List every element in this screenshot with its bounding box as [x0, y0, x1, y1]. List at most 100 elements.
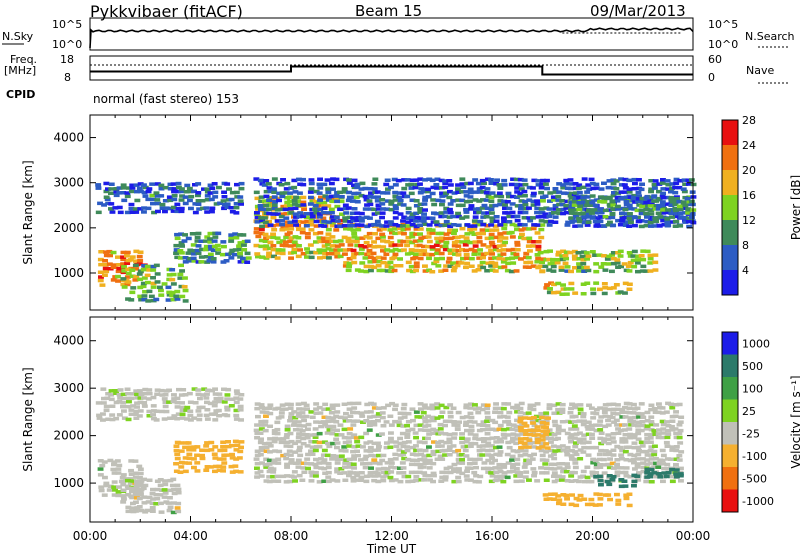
- power-cell: [226, 187, 232, 191]
- velocity-cell: [497, 406, 504, 411]
- velocity-cell: [631, 461, 637, 465]
- velocity-cell: [288, 439, 295, 444]
- velocity-cell: [124, 484, 131, 489]
- power-cell: [341, 235, 348, 240]
- colorbar-tick-label: -1000: [742, 495, 774, 508]
- velocity-cell: [417, 428, 424, 432]
- power-cell: [425, 189, 431, 194]
- velocity-cell: [103, 408, 110, 413]
- velocity-cell: [664, 467, 671, 471]
- velocity-cell: [146, 391, 153, 396]
- power-cell: [523, 260, 530, 265]
- velocity-cell: [589, 432, 595, 437]
- velocity-cell: [158, 388, 165, 393]
- velocity-cell: [337, 423, 344, 427]
- power-cell: [609, 199, 616, 204]
- power-cell: [652, 179, 659, 183]
- velocity-cell: [560, 502, 567, 506]
- power-cell: [279, 243, 286, 247]
- power-cell: [514, 227, 520, 232]
- velocity-cell: [301, 470, 308, 474]
- velocity-cell: [115, 490, 122, 494]
- velocity-cell: [543, 421, 550, 426]
- velocity-cell: [142, 387, 149, 392]
- velocity-cell: [334, 461, 341, 465]
- power-cell: [397, 202, 403, 206]
- velocity-cell: [459, 415, 466, 420]
- power-cell: [443, 232, 450, 236]
- velocity-cell: [530, 445, 537, 449]
- velocity-cell: [280, 453, 287, 458]
- power-cell: [178, 241, 185, 245]
- power-cell: [316, 191, 323, 195]
- power-cell: [568, 281, 575, 286]
- power-cell: [688, 178, 695, 182]
- velocity-cell: [493, 402, 499, 406]
- power-cell: [313, 211, 320, 215]
- power-cell: [538, 190, 545, 195]
- power-cell: [363, 264, 370, 269]
- power-cell: [287, 220, 294, 225]
- velocity-cell: [169, 483, 176, 488]
- velocity-cell: [385, 403, 391, 408]
- power-cell: [425, 235, 432, 239]
- power-cell: [359, 181, 366, 186]
- velocity-cell: [162, 393, 169, 397]
- power-cell: [159, 202, 166, 207]
- velocity-cell: [380, 475, 387, 479]
- power-cell: [648, 215, 655, 220]
- velocity-cell: [212, 418, 219, 422]
- velocity-cell: [496, 453, 503, 457]
- power-cell: [535, 244, 542, 249]
- power-cell: [509, 256, 515, 260]
- velocity-cell: [321, 458, 328, 462]
- power-cell: [576, 183, 583, 187]
- power-cell: [134, 189, 140, 194]
- velocity-cell: [596, 452, 603, 457]
- velocity-cell: [635, 437, 642, 441]
- velocity-cell: [551, 497, 557, 501]
- power-cell: [125, 267, 132, 272]
- velocity-cell: [661, 471, 668, 475]
- velocity-cell: [191, 416, 198, 420]
- power-cell: [334, 191, 340, 195]
- power-cell: [534, 223, 541, 227]
- velocity-cell: [397, 411, 404, 415]
- velocity-cell: [363, 419, 370, 423]
- power-cell: [346, 178, 352, 182]
- velocity-cell: [313, 465, 320, 470]
- velocity-cell: [182, 469, 189, 474]
- power-cell: [413, 178, 420, 182]
- power-cell: [543, 182, 549, 186]
- velocity-cell: [431, 440, 437, 444]
- power-cell: [492, 245, 499, 249]
- velocity-cell: [501, 414, 507, 419]
- velocity-cell: [312, 462, 319, 467]
- velocity-cell: [109, 417, 116, 422]
- velocity-cell: [648, 457, 655, 461]
- power-cell: [337, 254, 344, 259]
- power-cell: [413, 219, 419, 223]
- power-cell: [121, 285, 128, 289]
- power-cell: [204, 235, 211, 239]
- power-cell: [610, 203, 617, 207]
- power-cell: [581, 177, 588, 181]
- velocity-cell: [547, 492, 554, 496]
- power-cell: [367, 251, 373, 256]
- velocity-cell: [101, 460, 108, 464]
- velocity-cell: [157, 483, 164, 488]
- velocity-cell: [564, 462, 570, 466]
- velocity-cell: [521, 445, 528, 449]
- x-tick-label: 20:00: [575, 529, 610, 543]
- power-cell: [433, 243, 440, 247]
- power-cell: [328, 248, 335, 252]
- power-cell: [506, 248, 512, 252]
- power-cell: [567, 194, 574, 198]
- power-cell: [388, 269, 395, 274]
- velocity-cell: [609, 478, 616, 482]
- velocity-cell: [626, 427, 633, 431]
- velocity-cell: [564, 465, 571, 470]
- velocity-cell: [644, 424, 651, 428]
- velocity-cell: [98, 485, 105, 489]
- velocity-cell: [404, 423, 410, 428]
